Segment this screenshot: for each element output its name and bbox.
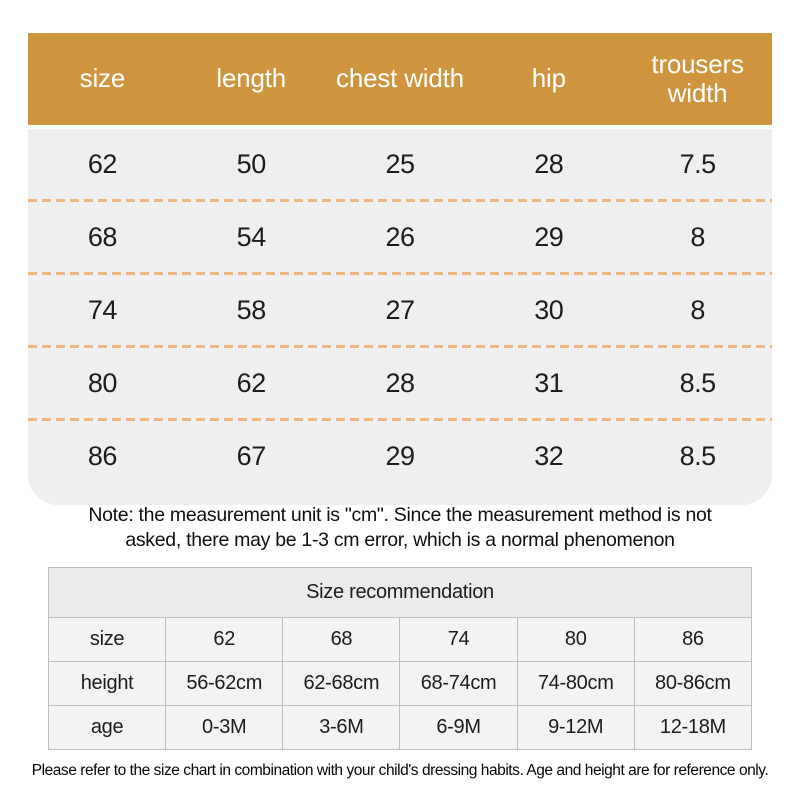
cell-trousers: 7.5 <box>679 148 717 179</box>
cell-trousers: 8 <box>690 294 705 325</box>
age-value: 12-18M <box>633 705 753 750</box>
footer-disclaimer: Please refer to the size chart in combin… <box>31 762 769 779</box>
cell-chest: 29 <box>385 440 415 471</box>
size-value: 68 <box>282 617 401 662</box>
table-row: age 0-3M 3-6M 6-9M 9-12M 12-18M <box>47 705 753 750</box>
cell-hip: 32 <box>534 440 564 471</box>
cell-trousers: 8 <box>690 221 705 252</box>
size-chart-body: 62 50 25 28 7.5 68 54 26 29 8 74 58 27 3… <box>28 129 772 505</box>
cell-chest: 27 <box>385 294 415 325</box>
measurement-note: Note: the measurement unit is "cm". Sinc… <box>88 504 712 551</box>
table-row: 68 54 26 29 8 <box>28 202 772 272</box>
cell-hip: 31 <box>534 367 564 398</box>
cell-size: 68 <box>87 221 118 252</box>
column-header-trousers-width: trousers width <box>651 48 744 108</box>
table-row: 86 67 29 32 8.5 <box>28 421 772 491</box>
table-row: size 62 68 74 80 86 <box>47 617 753 662</box>
dashed-divider <box>28 199 772 202</box>
cell-chest: 25 <box>385 148 415 179</box>
age-value: 6-9M <box>399 705 518 750</box>
column-header-size: size <box>79 63 126 94</box>
age-value: 9-12M <box>516 705 635 750</box>
row-label-size: size <box>47 617 167 662</box>
recommendation-title: Size recommendation <box>48 567 752 618</box>
cell-hip: 29 <box>534 221 564 252</box>
column-header-hip: hip <box>531 63 566 94</box>
table-row: height 56-62cm 62-68cm 68-74cm 74-80cm 8… <box>47 661 753 706</box>
dashed-divider <box>28 418 772 421</box>
height-value: 56-62cm <box>165 661 284 706</box>
cell-length: 54 <box>236 221 267 252</box>
cell-chest: 28 <box>385 367 415 398</box>
cell-trousers: 8.5 <box>679 367 717 398</box>
size-value: 74 <box>399 617 518 662</box>
dashed-divider <box>28 345 772 348</box>
cell-size: 86 <box>87 440 118 471</box>
cell-size: 80 <box>87 367 118 398</box>
column-header-chest-width: chest width <box>336 63 464 94</box>
size-value: 62 <box>165 617 284 662</box>
cell-size: 74 <box>87 294 118 325</box>
size-chart: size length chest width hip trousers wid… <box>28 33 772 505</box>
recommendation-title-row: Size recommendation <box>48 567 752 618</box>
age-value: 0-3M <box>165 705 284 750</box>
size-chart-header-row: size length chest width hip trousers wid… <box>28 33 772 125</box>
cell-chest: 26 <box>385 221 415 252</box>
size-value: 80 <box>516 617 635 662</box>
height-value: 74-80cm <box>516 661 635 706</box>
cell-trousers: 8.5 <box>679 440 717 471</box>
column-header-length: length <box>216 63 287 94</box>
height-value: 80-86cm <box>633 661 753 706</box>
cell-length: 62 <box>236 367 267 398</box>
height-value: 62-68cm <box>282 661 401 706</box>
cell-length: 50 <box>236 148 267 179</box>
table-row: 62 50 25 28 7.5 <box>28 129 772 199</box>
row-label-age: age <box>47 705 167 750</box>
table-row: 74 58 27 30 8 <box>28 275 772 345</box>
height-value: 68-74cm <box>399 661 518 706</box>
cell-length: 58 <box>236 294 267 325</box>
row-label-height: height <box>47 661 167 706</box>
cell-size: 62 <box>87 148 118 179</box>
size-value: 86 <box>633 617 753 662</box>
cell-length: 67 <box>236 440 267 471</box>
cell-hip: 28 <box>534 148 564 179</box>
cell-hip: 30 <box>534 294 564 325</box>
age-value: 3-6M <box>282 705 401 750</box>
size-recommendation-table: Size recommendation size 62 68 74 80 86 … <box>47 567 753 750</box>
table-row: 80 62 28 31 8.5 <box>28 348 772 418</box>
dashed-divider <box>28 272 772 275</box>
